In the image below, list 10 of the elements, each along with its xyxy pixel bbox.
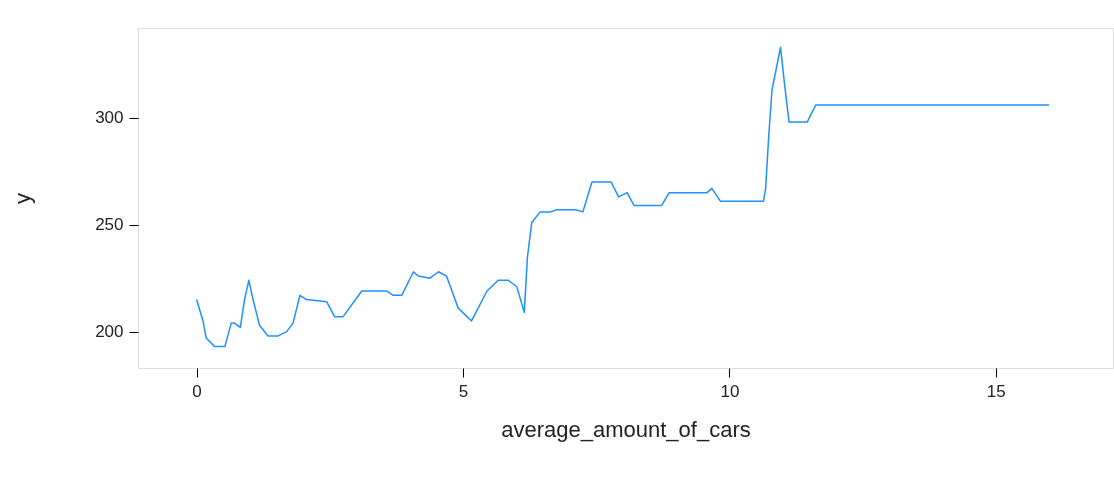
x-axis-title: average_amount_of_cars [501, 416, 751, 442]
x-tick-label: 0 [192, 381, 202, 401]
y-tick-label: 250 [95, 215, 124, 235]
y-axis-title: y [10, 193, 36, 204]
y-tick-label: 300 [95, 108, 124, 128]
x-tick-label: 5 [458, 381, 469, 401]
y-tick-label: 200 [95, 322, 124, 342]
x-tick-label: 10 [720, 381, 740, 401]
line-series [195, 46, 1050, 348]
x-tick-label: 15 [986, 381, 1006, 401]
